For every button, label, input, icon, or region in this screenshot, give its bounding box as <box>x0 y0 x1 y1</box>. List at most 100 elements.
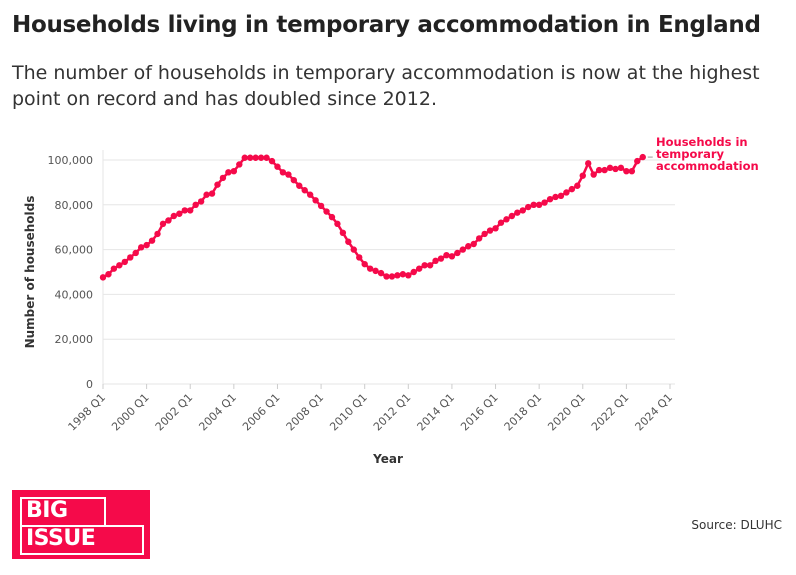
data-point <box>181 207 188 214</box>
data-point <box>541 199 548 206</box>
data-point <box>345 238 352 245</box>
data-point <box>306 191 314 198</box>
data-point <box>574 182 581 189</box>
x-tick-label: 2016 Q1 <box>458 391 501 434</box>
x-tick-label: 2012 Q1 <box>371 391 414 434</box>
data-point <box>568 185 576 193</box>
y-tick-label: 80,000 <box>55 199 94 212</box>
data-point <box>639 153 646 161</box>
data-point <box>148 237 156 244</box>
data-point <box>470 240 477 248</box>
data-point <box>405 272 412 279</box>
data-point <box>350 246 357 253</box>
data-point <box>290 176 298 184</box>
series-label-line: temporary <box>656 147 725 161</box>
data-point <box>296 182 303 189</box>
y-tick-label: 100,000 <box>48 154 94 167</box>
data-point <box>563 189 570 196</box>
data-point <box>503 216 510 223</box>
data-point <box>203 191 210 198</box>
y-tick-label: 20,000 <box>55 333 94 346</box>
data-point <box>116 262 123 269</box>
data-point <box>590 171 597 178</box>
data-point <box>508 212 516 220</box>
series-label-line: accommodation <box>656 159 759 173</box>
data-point <box>165 217 172 224</box>
y-axis-title: Number of households <box>23 196 37 349</box>
data-point <box>372 267 379 275</box>
series-label-line: Households in <box>656 135 748 149</box>
data-point <box>612 165 619 173</box>
chart-subtitle: The number of households in temporary ac… <box>12 62 760 110</box>
data-point <box>410 268 417 276</box>
data-point <box>448 253 456 260</box>
data-point <box>356 254 363 261</box>
y-tick-label: 0 <box>86 378 93 391</box>
data-point <box>546 196 554 203</box>
data-point <box>268 157 276 165</box>
data-point <box>492 225 499 232</box>
data-point <box>437 255 445 262</box>
data-point <box>383 273 390 280</box>
x-tick-label: 2018 Q1 <box>502 391 545 434</box>
data-point <box>334 220 341 228</box>
data-point <box>557 192 565 200</box>
data-point <box>634 157 641 165</box>
data-point <box>361 260 368 268</box>
data-point <box>519 207 526 214</box>
data-point <box>394 272 401 279</box>
x-tick-label: 2014 Q1 <box>415 391 458 434</box>
data-point <box>601 166 608 174</box>
x-tick-label: 2004 Q1 <box>196 391 239 434</box>
data-point <box>208 190 216 197</box>
data-point <box>252 154 259 161</box>
data-point <box>154 230 161 238</box>
data-point <box>426 262 434 269</box>
big-issue-logo: BIG ISSUE <box>12 490 150 559</box>
data-point <box>377 269 385 277</box>
data-point <box>312 197 319 204</box>
data-point <box>525 203 532 211</box>
data-point <box>219 174 227 182</box>
x-tick-label: 2022 Q1 <box>589 391 632 434</box>
data-point <box>595 166 603 174</box>
data-point <box>99 274 107 281</box>
data-point <box>236 161 243 168</box>
data-point <box>443 252 450 259</box>
data-point <box>497 219 505 226</box>
data-point <box>225 169 232 176</box>
data-point <box>530 201 537 208</box>
data-point <box>328 213 336 221</box>
data-point <box>585 160 592 167</box>
x-tick-label: 2002 Q1 <box>153 391 196 434</box>
data-point <box>617 164 625 172</box>
data-point <box>399 271 407 278</box>
data-point <box>132 249 139 257</box>
data-point <box>366 265 374 272</box>
data-point <box>170 212 178 220</box>
x-tick-label: 2006 Q1 <box>240 391 283 434</box>
data-point <box>285 171 292 178</box>
series-line <box>102 156 644 279</box>
data-point <box>176 210 183 217</box>
data-point <box>187 207 194 214</box>
chart-title: Households living in temporary accommoda… <box>12 12 761 38</box>
data-point <box>606 164 614 172</box>
data-point <box>416 265 423 272</box>
data-point <box>535 201 543 208</box>
x-tick-label: 2010 Q1 <box>327 391 370 434</box>
data-point <box>214 181 221 188</box>
y-tick-label: 40,000 <box>55 288 94 301</box>
data-point <box>263 154 270 161</box>
x-axis-title: Year <box>372 452 403 466</box>
data-point <box>465 243 472 250</box>
x-tick-label: 2000 Q1 <box>109 391 152 434</box>
data-point <box>127 254 134 261</box>
source-note: Source: DLUHC <box>691 518 782 532</box>
data-point <box>486 227 494 234</box>
data-point <box>143 241 150 249</box>
data-point <box>579 172 586 179</box>
data-point <box>247 154 254 161</box>
x-tick-label: 2024 Q1 <box>633 391 676 434</box>
data-point <box>552 193 559 201</box>
